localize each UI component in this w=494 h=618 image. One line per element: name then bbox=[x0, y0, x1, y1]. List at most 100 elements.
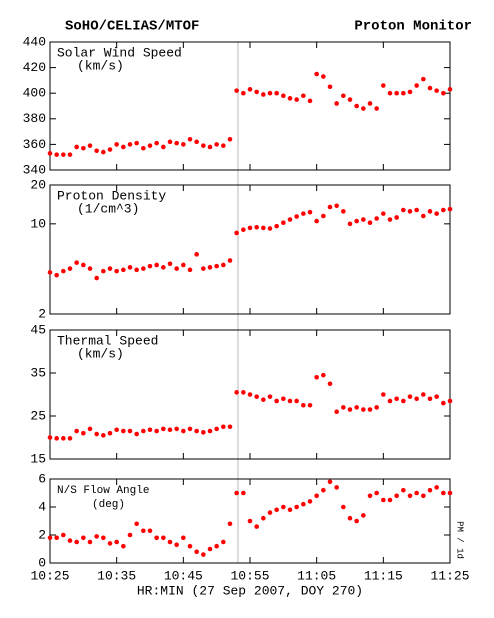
data-point bbox=[321, 74, 326, 79]
data-point bbox=[101, 149, 106, 155]
data-point bbox=[267, 510, 273, 515]
panel-title: Proton Density bbox=[57, 188, 166, 203]
data-point bbox=[194, 549, 199, 555]
data-point bbox=[174, 542, 179, 548]
data-point bbox=[341, 504, 346, 510]
data-point bbox=[234, 490, 239, 496]
data-point bbox=[374, 106, 379, 111]
data-point bbox=[341, 405, 346, 410]
data-point bbox=[154, 262, 159, 268]
data-point bbox=[134, 267, 139, 273]
data-point bbox=[61, 532, 66, 538]
header-right: Proton Monitor bbox=[354, 19, 472, 35]
data-point bbox=[147, 528, 153, 534]
y-tick-label: 20 bbox=[30, 177, 46, 192]
data-point bbox=[394, 90, 399, 96]
data-point bbox=[427, 396, 433, 402]
data-point bbox=[81, 262, 86, 268]
panel-unit: (1/cm^3) bbox=[77, 201, 139, 216]
data-point bbox=[361, 407, 366, 412]
x-tick-label: 10:35 bbox=[97, 568, 136, 583]
data-point bbox=[394, 396, 399, 402]
data-point bbox=[147, 263, 153, 269]
data-point bbox=[374, 216, 379, 221]
data-point bbox=[294, 97, 299, 102]
data-point bbox=[327, 204, 333, 210]
data-point bbox=[141, 145, 146, 151]
data-point bbox=[61, 436, 66, 441]
side-note: PM / 1d bbox=[455, 521, 465, 559]
data-point bbox=[307, 499, 313, 504]
data-point bbox=[414, 396, 419, 402]
data-point bbox=[47, 535, 53, 541]
data-point bbox=[347, 97, 353, 102]
data-point bbox=[367, 101, 373, 106]
data-point bbox=[234, 88, 239, 93]
x-tick-label: 11:15 bbox=[364, 568, 403, 583]
data-point bbox=[167, 139, 173, 145]
panel-title: Thermal Speed bbox=[57, 333, 158, 348]
data-point bbox=[314, 493, 319, 499]
data-point bbox=[47, 151, 53, 156]
data-point bbox=[387, 398, 393, 404]
data-point bbox=[314, 71, 319, 77]
data-point bbox=[81, 145, 86, 151]
data-point bbox=[47, 435, 53, 440]
data-point bbox=[414, 83, 419, 88]
data-point bbox=[281, 220, 286, 226]
data-point bbox=[207, 546, 213, 552]
data-point bbox=[121, 144, 126, 150]
data-point bbox=[101, 433, 106, 438]
y-tick-label: 420 bbox=[23, 60, 46, 75]
data-point bbox=[214, 142, 219, 147]
data-point bbox=[247, 392, 253, 397]
data-point bbox=[221, 143, 226, 148]
data-point bbox=[321, 213, 326, 219]
data-point bbox=[194, 252, 199, 257]
panel-unit: (deg) bbox=[92, 499, 125, 511]
data-point bbox=[421, 392, 426, 397]
data-point bbox=[441, 207, 446, 213]
panel-unit: (km/s) bbox=[77, 346, 124, 361]
data-point bbox=[114, 427, 119, 433]
data-point bbox=[381, 392, 386, 397]
data-point bbox=[127, 428, 133, 434]
data-point bbox=[247, 87, 253, 92]
data-point bbox=[114, 539, 119, 545]
y-tick-label: 440 bbox=[23, 34, 46, 49]
data-point bbox=[167, 261, 173, 267]
data-point bbox=[321, 487, 326, 493]
data-point bbox=[87, 539, 93, 545]
data-point bbox=[394, 493, 399, 499]
data-point bbox=[294, 214, 299, 219]
data-point bbox=[121, 543, 126, 549]
data-point bbox=[74, 539, 79, 545]
data-point bbox=[434, 88, 439, 93]
data-point bbox=[141, 428, 146, 434]
data-point bbox=[74, 144, 79, 150]
data-point bbox=[447, 490, 453, 496]
data-point bbox=[241, 227, 246, 233]
data-point bbox=[334, 203, 339, 209]
data-point bbox=[67, 266, 73, 271]
x-tick-label: 10:55 bbox=[230, 568, 269, 583]
data-point bbox=[414, 207, 419, 213]
data-point bbox=[94, 275, 99, 281]
data-point bbox=[161, 144, 166, 150]
data-point bbox=[307, 98, 313, 104]
data-point bbox=[174, 266, 179, 271]
data-point bbox=[401, 398, 406, 404]
y-tick-label: 2 bbox=[38, 306, 46, 321]
data-point bbox=[221, 424, 226, 430]
data-point bbox=[167, 539, 173, 545]
data-point bbox=[227, 258, 233, 263]
data-point bbox=[314, 218, 319, 224]
data-point bbox=[434, 394, 439, 399]
data-point bbox=[254, 224, 259, 230]
data-point bbox=[201, 143, 206, 148]
data-point bbox=[101, 535, 106, 541]
data-point bbox=[441, 90, 446, 96]
data-point bbox=[114, 142, 119, 147]
data-point bbox=[201, 430, 206, 435]
